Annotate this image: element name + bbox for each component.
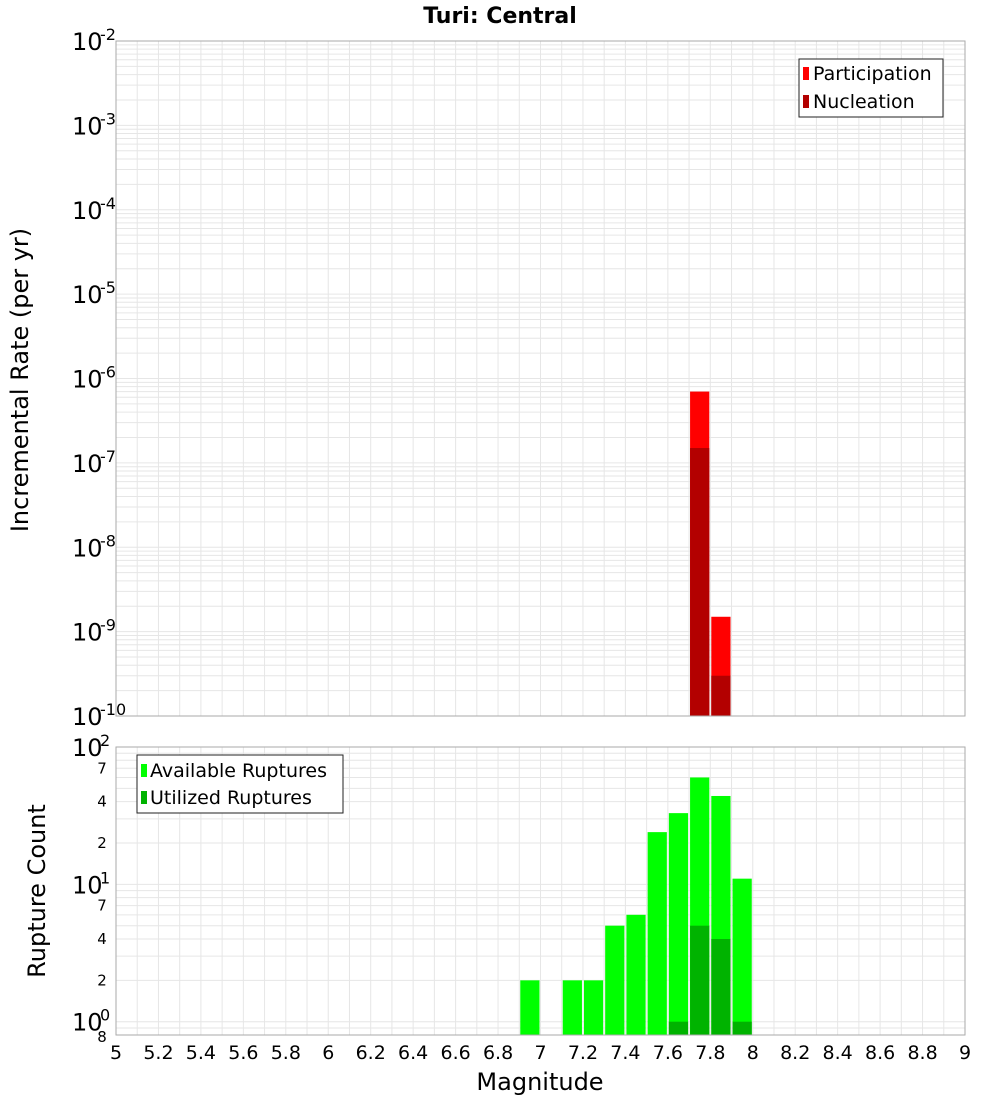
top-y-tick-exponent: -2 — [100, 25, 116, 44]
top-y-tick-label: 10 — [72, 366, 103, 394]
bottom-y-axis-label: Rupture Count — [23, 804, 51, 978]
x-tick-label: 5.6 — [228, 1042, 258, 1064]
bottom-legend: Available Ruptures Utilized Ruptures — [136, 754, 344, 814]
top-grid — [115, 40, 966, 717]
bottom-bar-available — [732, 878, 752, 1035]
top-panel: 10-210-310-410-510-610-710-810-910-10 In… — [6, 25, 966, 731]
bottom-y-minor-tick-label: 4 — [97, 930, 107, 948]
bottom-bar-utilized — [690, 925, 710, 1035]
x-tick-label: 7 — [534, 1042, 546, 1064]
x-tick-label: 6 — [322, 1042, 334, 1064]
x-tick-label: 8.2 — [780, 1042, 810, 1064]
x-tick-label: 8.6 — [865, 1042, 895, 1064]
bottom-bar-available — [647, 832, 667, 1035]
x-tick-label: 5.2 — [143, 1042, 173, 1064]
x-tick-label: 9 — [959, 1042, 971, 1064]
top-y-tick-label: 10 — [72, 703, 103, 731]
bottom-bars — [520, 777, 752, 1035]
participation-legend-swatch — [803, 67, 809, 80]
nucleation-legend-swatch — [803, 95, 809, 108]
x-tick-label: 8.4 — [823, 1042, 853, 1064]
top-y-tick-label: 10 — [72, 112, 103, 140]
top-y-tick-label: 10 — [72, 28, 103, 56]
x-tick-label: 6.6 — [440, 1042, 470, 1064]
top-y-tick-label: 10 — [72, 619, 103, 647]
bottom-y-minor-tick-label: 4 — [97, 793, 107, 811]
chart-title: Turi: Central — [423, 4, 577, 29]
utilized-legend-swatch — [141, 791, 147, 804]
x-tick-label: 8.8 — [907, 1042, 937, 1064]
participation-legend-label: Participation — [813, 63, 932, 85]
bottom-y-tick-exponent: 1 — [100, 868, 110, 887]
bottom-y-tick-label: 10 — [72, 734, 103, 762]
top-y-tick-label: 10 — [72, 450, 103, 478]
top-y-tick-exponent: -6 — [100, 363, 116, 382]
top-y-tick-exponent: -4 — [100, 194, 116, 213]
top-bar-nucleation — [690, 448, 710, 716]
top-y-tick-exponent: -5 — [100, 278, 116, 297]
top-y-tick-exponent: -3 — [100, 109, 116, 128]
top-y-axis-label: Incremental Rate (per yr) — [6, 228, 34, 532]
bottom-y-tick-label: 10 — [72, 1009, 103, 1037]
bottom-y-tick-label: 10 — [72, 871, 103, 899]
bottom-bar-utilized — [732, 1021, 752, 1035]
x-tick-label: 5.8 — [271, 1042, 301, 1064]
bottom-bar-utilized — [711, 939, 731, 1035]
x-tick-label: 6.4 — [398, 1042, 428, 1064]
bottom-bar-available — [668, 813, 689, 1035]
bottom-y-minor-tick-label: 8 — [97, 1028, 107, 1046]
x-tick-label: 6.8 — [483, 1042, 513, 1064]
x-tick-label: 5.4 — [186, 1042, 216, 1064]
available-legend-swatch — [141, 764, 147, 777]
top-y-tick-exponent: -10 — [100, 700, 126, 719]
bottom-legend-box — [136, 754, 344, 814]
top-y-tick-exponent: -7 — [100, 447, 116, 466]
bottom-y-tick-exponent: 0 — [100, 1006, 110, 1025]
top-y-tick-label: 10 — [72, 197, 103, 225]
x-tick-label: 7.2 — [568, 1042, 598, 1064]
top-y-ticks: 10-210-310-410-510-610-710-810-910-10 — [72, 25, 126, 731]
top-y-tick-label: 10 — [72, 534, 103, 562]
bottom-y-tick-exponent: 2 — [100, 731, 110, 750]
available-legend-label: Available Ruptures — [150, 760, 327, 782]
x-tick-label: 7.6 — [653, 1042, 683, 1064]
bottom-bar-available — [605, 925, 625, 1035]
bottom-bar-utilized — [668, 1021, 689, 1035]
x-axis-label: Magnitude — [476, 1068, 603, 1096]
top-y-tick-exponent: -8 — [100, 531, 116, 550]
top-plot-frame — [115, 40, 966, 717]
utilized-legend-label: Utilized Ruptures — [150, 787, 312, 809]
x-tick-label: 6.2 — [356, 1042, 386, 1064]
top-bars — [690, 391, 731, 716]
bottom-bar-available — [626, 914, 646, 1035]
top-legend: Participation Nucleation — [798, 58, 944, 118]
bottom-y-minor-tick-label: 2 — [97, 971, 107, 989]
x-tick-label: 7.4 — [610, 1042, 640, 1064]
x-tick-label: 8 — [747, 1042, 759, 1064]
bottom-y-minor-tick-label: 7 — [97, 897, 107, 915]
bottom-y-minor-tick-label: 2 — [97, 834, 107, 852]
x-ticks: 5 5.2 5.4 5.6 5.8 6 6.2 6.4 6.6 6.8 7 7.2 7.4 7.6 7.8 8… — [110, 1042, 971, 1064]
nucleation-legend-label: Nucleation — [813, 91, 915, 113]
bottom-bar-available — [583, 980, 604, 1035]
bottom-plot-frame — [115, 746, 966, 1036]
bottom-bar-available — [562, 980, 582, 1035]
top-legend-box — [798, 58, 944, 118]
x-tick-label: 5 — [110, 1042, 122, 1064]
top-bar-nucleation — [711, 675, 731, 716]
top-y-tick-exponent: -9 — [100, 616, 116, 635]
bottom-bar-available — [520, 980, 540, 1035]
top-y-tick-label: 10 — [72, 281, 103, 309]
bottom-y-minor-tick-label: 7 — [97, 759, 107, 777]
x-tick-label: 7.8 — [695, 1042, 725, 1064]
